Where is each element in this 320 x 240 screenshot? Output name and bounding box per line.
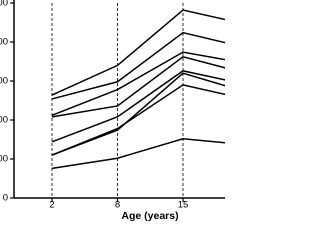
series-line xyxy=(51,51,225,117)
y-tick-label: 1500 xyxy=(0,76,8,87)
series-line xyxy=(51,56,225,118)
y-tick-label: 2000 xyxy=(0,37,8,48)
series-line xyxy=(51,137,225,170)
y-tick-label: 500 xyxy=(0,154,8,165)
x-tick-label: 8 xyxy=(115,200,120,211)
series-line xyxy=(51,70,225,143)
series-line xyxy=(51,84,225,156)
series-line xyxy=(51,31,225,100)
y-tick-label: 0 xyxy=(3,193,8,204)
series-line xyxy=(51,9,225,96)
x-axis-title: Age (years) xyxy=(121,210,178,222)
y-tick-label: 1000 xyxy=(0,115,8,126)
x-tick-label: 15 xyxy=(178,200,189,211)
y-tick-label: 2500 xyxy=(0,0,8,9)
chart: Age (years) 0 500 1000 1500 2000 2500 2 8 15 xyxy=(0,0,225,222)
page: {"chart_data": {"type": "line", "x_label… xyxy=(0,0,225,222)
x-tick-label: 2 xyxy=(49,200,54,211)
